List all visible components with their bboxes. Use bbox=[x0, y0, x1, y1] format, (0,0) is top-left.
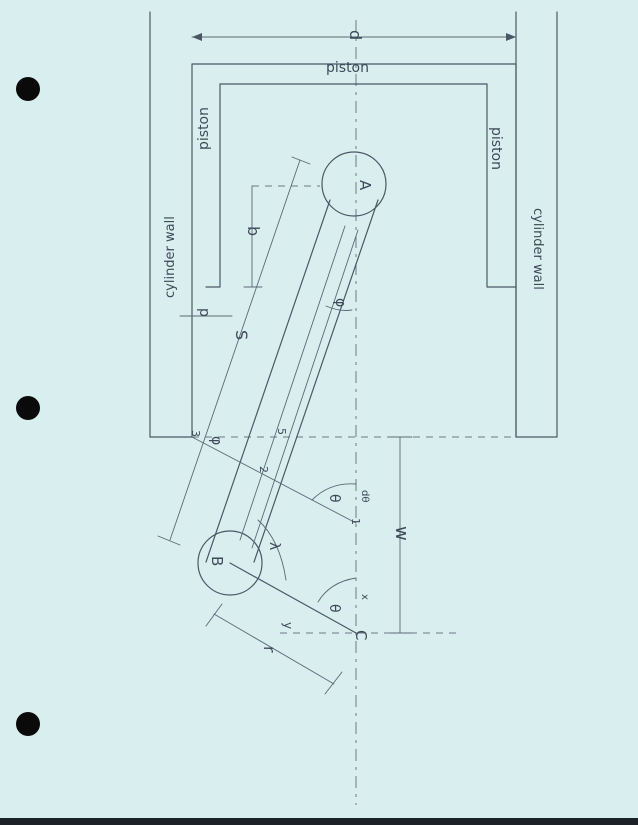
piston-outer bbox=[191, 63, 517, 438]
rod-right-edge bbox=[253, 199, 379, 563]
dimension-r-tick-left bbox=[205, 603, 223, 627]
construction-line bbox=[191, 436, 357, 524]
label-dimension-s: S bbox=[232, 330, 251, 340]
dimension-s-tick-top bbox=[291, 156, 311, 165]
label-num-3: 3 bbox=[189, 430, 202, 437]
rod-inner-right bbox=[251, 229, 359, 549]
label-piston-right: piston bbox=[488, 127, 504, 170]
wrist-pin-circle bbox=[321, 151, 387, 217]
dimension-s-line bbox=[169, 159, 301, 541]
piston-inner bbox=[205, 83, 517, 288]
dimension-r-tick-right bbox=[324, 671, 343, 695]
label-piston-top: piston bbox=[326, 60, 369, 76]
angle-arc-lambda bbox=[257, 519, 287, 581]
angle-arc-theta-low bbox=[317, 577, 357, 603]
rod-left-edge bbox=[205, 199, 331, 563]
cylinder-wall-left bbox=[149, 11, 193, 438]
page-bottom-edge bbox=[0, 818, 638, 825]
label-point-b: B bbox=[208, 556, 226, 566]
label-dimension-d: d bbox=[346, 30, 365, 40]
label-point-a: A bbox=[356, 180, 374, 191]
label-cylinder-wall-right: cylinder wall bbox=[530, 208, 545, 290]
label-num-5: 5 bbox=[275, 428, 288, 435]
arrow-d-right bbox=[506, 33, 516, 41]
crank-pin-circle bbox=[197, 530, 263, 596]
label-angle-phi-bottom: φ bbox=[208, 436, 224, 445]
label-angle-phi-top: φ bbox=[332, 298, 348, 307]
angle-arc-theta-mid bbox=[311, 483, 357, 501]
crank-arm bbox=[229, 562, 357, 634]
label-d-theta: dθ bbox=[359, 490, 370, 502]
label-num-1: 1 bbox=[349, 518, 362, 525]
punch-hole-bottom bbox=[16, 712, 40, 736]
label-angle-lambda: λ bbox=[266, 542, 282, 550]
punch-hole-top bbox=[16, 77, 40, 101]
label-angle-theta-mid: θ bbox=[326, 494, 342, 503]
label-cylinder-wall-left: cylinder wall bbox=[163, 216, 178, 298]
dimension-s-tick-bottom bbox=[157, 535, 181, 546]
label-dimension-p: p bbox=[196, 308, 212, 317]
label-num-2: 2 bbox=[257, 466, 270, 473]
label-y-mark: y bbox=[281, 622, 295, 629]
angle-arc-phi-top bbox=[325, 305, 353, 311]
label-dimension-w: w bbox=[391, 526, 412, 541]
arrow-d-left bbox=[192, 33, 202, 41]
label-point-c: C bbox=[352, 630, 370, 640]
rod-inner-left bbox=[239, 225, 346, 541]
label-x-mark: x bbox=[359, 594, 370, 600]
label-piston-left: piston bbox=[196, 107, 212, 150]
label-dimension-b: b bbox=[244, 226, 263, 236]
label-angle-theta-low: θ bbox=[326, 604, 342, 613]
dimension-r-line bbox=[213, 613, 335, 685]
label-dimension-r: r bbox=[260, 646, 279, 653]
punch-hole-middle bbox=[16, 396, 40, 420]
